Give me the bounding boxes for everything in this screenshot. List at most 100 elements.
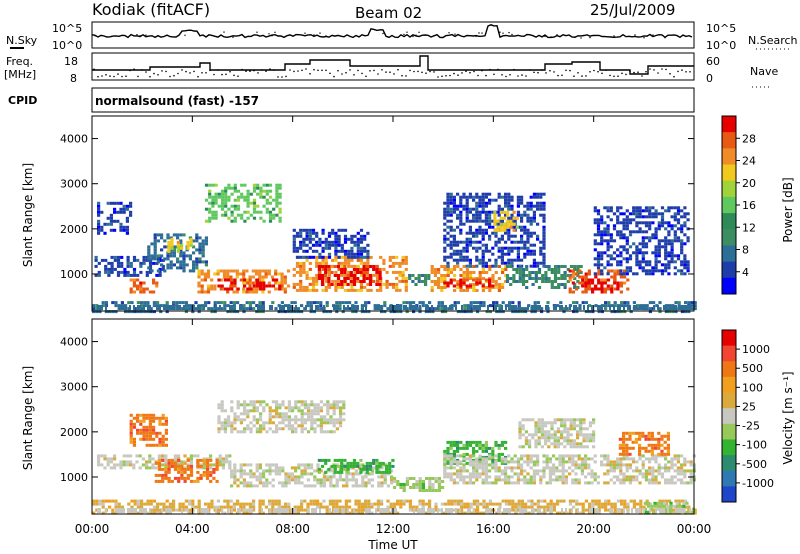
echo-cell (154, 461, 158, 465)
echo-cell (507, 201, 511, 205)
echo-cell (588, 439, 592, 443)
echo-cell (258, 301, 262, 305)
echo-cell (452, 201, 456, 205)
echo-cell (635, 469, 639, 473)
echo-cell (510, 246, 514, 250)
echo-cell (632, 478, 636, 482)
echo-cell (664, 248, 668, 252)
echo-cell (553, 268, 558, 271)
echo-cell (449, 454, 453, 458)
echo-cell (382, 267, 386, 271)
echo-cell (568, 287, 572, 291)
echo-cell (526, 207, 530, 211)
echo-cell (284, 406, 288, 410)
echo-cell (308, 288, 312, 292)
echo-cell (125, 216, 129, 220)
echo-cell (544, 430, 548, 434)
echo-cell (350, 255, 354, 259)
echo-cell (252, 207, 257, 211)
echo-cell (478, 472, 482, 476)
echo-cell (317, 458, 321, 462)
echo-cell (362, 280, 366, 283)
echo-cell (179, 233, 183, 237)
echo-cell (569, 433, 573, 437)
echo-cell (504, 472, 508, 476)
echo-cell (622, 245, 626, 249)
echo-cell (310, 427, 314, 431)
echo-cell (462, 446, 466, 450)
echo-cell (292, 237, 296, 241)
echo-cell (332, 409, 336, 413)
echo-cell (368, 283, 373, 286)
echo-cell (228, 454, 232, 458)
echo-cell (613, 287, 617, 291)
echo-cell (497, 207, 501, 211)
echo-cell (287, 478, 291, 482)
nave-dot (569, 69, 571, 72)
echo-cell (657, 305, 659, 310)
echo-cell (468, 481, 472, 485)
echo-cell (472, 195, 476, 199)
echo-cell (500, 237, 504, 241)
echo-cell (609, 209, 613, 213)
echo-cell (326, 403, 330, 407)
nave-dot (613, 75, 615, 78)
echo-cell (206, 284, 211, 288)
echo-cell (673, 212, 677, 216)
echo-cell (580, 472, 584, 476)
echo-cell (100, 225, 104, 229)
echo-cell (196, 454, 200, 458)
echo-cell (568, 269, 572, 273)
echo-cell (395, 270, 399, 274)
echo-cell (375, 470, 379, 474)
echo-cell (351, 305, 353, 310)
echo-cell (148, 422, 152, 426)
nave-dot (593, 69, 595, 72)
echo-cell (191, 499, 195, 503)
echo-cell (550, 424, 554, 428)
echo-cell (452, 481, 456, 485)
echo-cell (431, 477, 435, 480)
echo-cell (239, 421, 243, 425)
echo-cell (616, 281, 620, 285)
echo-cell (116, 219, 120, 223)
echo-cell (366, 252, 370, 256)
echo-cell (673, 305, 675, 310)
echo-cell (613, 275, 617, 279)
echo-cell (613, 278, 617, 282)
echo-cell (521, 274, 526, 277)
echo-cell (644, 434, 648, 438)
echo-cell (660, 454, 664, 458)
echo-cell (644, 437, 648, 441)
echo-cell (465, 268, 469, 271)
echo-cell (497, 475, 501, 479)
echo-cell (491, 277, 495, 280)
echo-cell (156, 254, 160, 258)
echo-cell (149, 502, 153, 506)
echo-cell (350, 240, 354, 244)
echo-cell (281, 403, 285, 407)
echo-cell (340, 255, 344, 259)
echo-cell (386, 307, 390, 311)
echo-cell (683, 221, 687, 225)
echo-cell (563, 418, 567, 422)
echo-cell (267, 272, 271, 276)
echo-cell (136, 273, 140, 277)
echo-cell (472, 460, 476, 464)
echo-cell (620, 304, 624, 308)
echo-cell (284, 424, 288, 428)
echo-cell (214, 192, 218, 196)
echo-cell (142, 428, 146, 432)
echo-cell (541, 280, 545, 283)
echo-cell (472, 466, 476, 470)
echo-cell (580, 463, 584, 467)
echo-cell (552, 478, 556, 482)
echo-cell (233, 412, 237, 416)
echo-cell (327, 273, 332, 277)
echo-cell (275, 400, 279, 404)
echo-cell (548, 481, 552, 485)
echo-cell (148, 443, 152, 447)
echo-cell (494, 286, 498, 289)
echo-cell (143, 310, 147, 314)
